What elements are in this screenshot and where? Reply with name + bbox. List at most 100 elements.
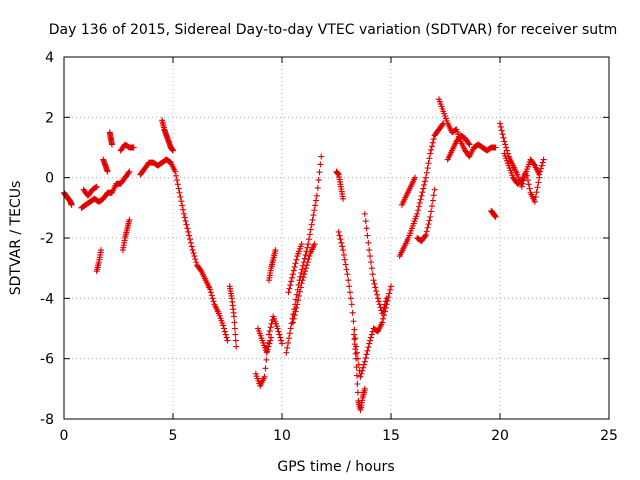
data-point [531,161,538,168]
data-point [370,277,377,284]
data-point [299,277,306,284]
data-point [263,349,270,356]
data-point [180,206,187,213]
data-point [172,168,179,175]
data-point [353,364,360,371]
data-point [298,280,305,287]
data-point [353,349,360,356]
data-point [283,349,290,356]
data-point [68,201,75,208]
data-point [291,312,298,319]
data-point [267,324,274,331]
data-point [193,259,200,266]
data-point [429,197,436,204]
data-point [375,298,382,305]
data-point [233,343,240,350]
data-point [421,181,428,188]
data-point [277,334,284,341]
data-point [503,147,510,154]
data-point [354,389,361,396]
data-point [360,364,367,371]
data-point [427,150,434,157]
data-point [347,289,354,296]
data-point [380,307,387,314]
data-point [523,168,530,175]
data-point [503,144,510,151]
data-point [182,218,189,225]
data-point [376,301,383,308]
data-point [346,283,353,290]
data-point [223,334,230,341]
data-point [183,221,190,228]
data-point [428,146,435,153]
data-point [175,185,182,192]
data-point [298,269,305,276]
data-point [427,213,434,220]
data-point [518,183,525,190]
data-point [387,286,394,293]
data-point [497,120,503,127]
x-tick-label: 25 [600,428,618,444]
data-point [418,192,425,199]
data-point [424,224,431,231]
data-point [535,179,542,186]
data-point [539,159,546,166]
data-point [278,337,285,344]
data-point [231,313,238,320]
data-point [300,274,307,281]
data-point [499,131,506,138]
data-point [344,271,351,278]
data-point [536,174,543,181]
data-point [374,295,381,302]
data-point [264,346,271,353]
data-point [359,367,366,374]
data-point [365,239,372,246]
data-point [302,251,309,258]
data-point [92,184,99,191]
data-point [173,177,180,184]
y-axis-label: SDTVAR / TECUs [8,181,24,296]
data-point [288,320,295,327]
data-point [492,144,499,151]
data-point [291,263,298,270]
y-tick-label: 0 [45,171,54,187]
data-point [192,256,199,263]
data-point [339,243,346,250]
data-point [415,203,422,210]
data-point [311,241,318,248]
data-point [267,337,274,344]
data-point [305,256,312,263]
data-point [342,261,349,268]
data-point [306,253,313,260]
data-point [285,339,292,346]
data-point [367,337,374,344]
data-point [416,200,423,207]
data-point [380,315,387,322]
data-point [265,343,272,350]
data-point [336,232,343,239]
plot-frame [63,56,610,420]
data-points [61,96,547,413]
data-point [306,236,313,243]
data-point [366,247,373,254]
data-point [367,259,374,266]
data-point [415,207,422,214]
data-point [301,271,308,278]
data-point [492,213,499,220]
data-point [306,231,313,238]
data-point [365,344,372,351]
data-point [284,344,291,351]
data-point [420,185,427,192]
data-point [173,172,180,179]
data-point [367,334,374,341]
data-point [207,289,214,296]
data-point [232,337,239,344]
data-point [338,239,345,246]
data-point [296,288,303,295]
data-point [417,196,424,203]
data-point [296,292,303,299]
data-point [222,331,229,338]
data-point [366,340,373,347]
data-point [348,301,355,308]
data-point [362,355,369,362]
